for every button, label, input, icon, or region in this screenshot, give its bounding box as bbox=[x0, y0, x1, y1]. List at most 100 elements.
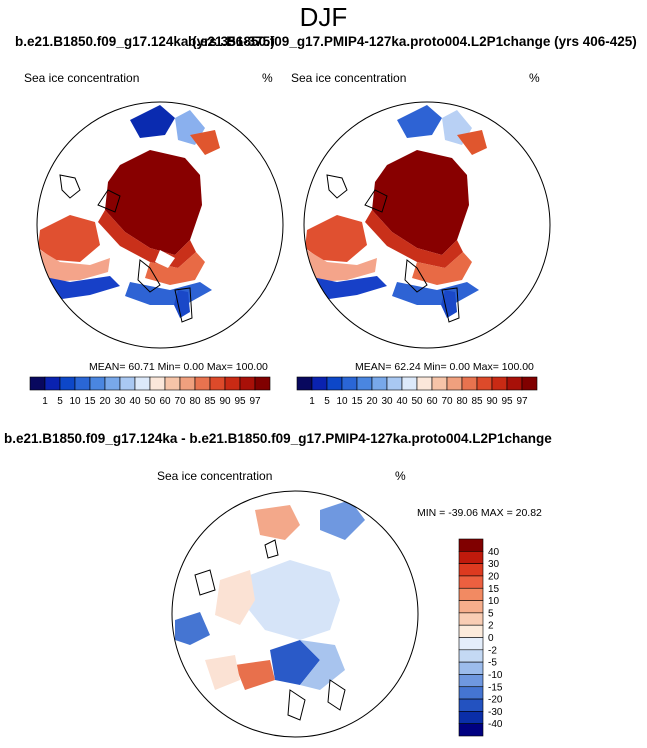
panel1-colorbar-box bbox=[254, 376, 271, 391]
panel2-variable-label: Sea ice concentration bbox=[291, 71, 407, 85]
panel2-colorbar-tick-label: 20 bbox=[366, 396, 378, 407]
panel2-colorbar: 1 5 10 15 20 30 40 50 60 70 80 85 90 95 97 bbox=[296, 376, 538, 407]
panel3-colorbar-tick-label: -30 bbox=[488, 707, 503, 718]
panel3-colorbar-box bbox=[458, 661, 484, 675]
panel3-colorbar-box bbox=[458, 686, 484, 700]
panel1-colorbar-tick-label: 30 bbox=[114, 396, 126, 407]
panel1-colorbar-box bbox=[134, 376, 151, 391]
panel3-colorbar-box bbox=[458, 723, 484, 737]
panel2-central-ice bbox=[372, 150, 469, 255]
panel1-colorbar-box bbox=[74, 376, 91, 391]
panel1-ice-rim bbox=[98, 210, 196, 268]
panel2-colorbar-box bbox=[476, 376, 493, 391]
panel2-coastline-3 bbox=[441, 287, 460, 323]
panel3-colorbar-box bbox=[458, 538, 484, 552]
panel2-barents-blue bbox=[392, 282, 479, 305]
panel3-colorbar-tick-label: -10 bbox=[488, 670, 503, 681]
panel3-colorbar-box bbox=[458, 698, 484, 712]
panel1-okhotsk-ice bbox=[174, 290, 190, 318]
panel2-map bbox=[304, 105, 487, 323]
panel3-coastline-3 bbox=[287, 689, 306, 721]
panel3-colorbar-tick-label: -15 bbox=[488, 682, 503, 693]
panel3-colorbar-tick-label: -5 bbox=[488, 658, 497, 669]
panel1-barents-blue bbox=[125, 282, 212, 305]
panel3-colorbar-tick-label: 30 bbox=[488, 559, 500, 570]
panel2-chukchi-ice bbox=[457, 130, 487, 155]
panel1-colorbar-tick-label: 85 bbox=[204, 396, 216, 407]
panel3-colorbar-tick-label: -2 bbox=[488, 645, 497, 656]
panel3-colorbar-tick-label: -20 bbox=[488, 695, 503, 706]
panel3-barents-light bbox=[300, 640, 345, 690]
panel3-coastline-4 bbox=[327, 679, 346, 711]
panel1-colorbar-tick-label: 15 bbox=[84, 396, 96, 407]
panel3-stats: MIN = -39.06 MAX = 20.82 bbox=[417, 507, 542, 519]
panel2-baffin-edge bbox=[305, 250, 377, 282]
panel2-colorbar-tick-label: 5 bbox=[324, 396, 330, 407]
panel1-colorbar-box bbox=[149, 376, 166, 391]
panel2-colorbar-tick-label: 97 bbox=[516, 396, 528, 407]
panel3-colorbar-box bbox=[458, 674, 484, 688]
panel1-colorbar: 1 5 10 15 20 30 40 50 60 70 80 85 90 95 97 bbox=[29, 376, 271, 407]
panel1-colorbar-tick-label: 40 bbox=[129, 396, 141, 407]
panel1-stats: MEAN= 60.71 Min= 0.00 Max= 100.00 bbox=[89, 361, 268, 373]
panel1-colorbar-tick-label: 50 bbox=[144, 396, 156, 407]
panel3-colorbar-box bbox=[458, 551, 484, 564]
panel1-map bbox=[37, 105, 220, 323]
panel1-colorbar-tick-label: 70 bbox=[174, 396, 186, 407]
panel1-colorbar-box bbox=[89, 376, 106, 391]
panel3-greenland-pos bbox=[205, 655, 240, 690]
panel1-colorbar-tick-label: 80 bbox=[189, 396, 201, 407]
panel3-central-neg bbox=[245, 560, 340, 640]
panel3-baffin-neg bbox=[175, 612, 210, 645]
panel3-lab-pos bbox=[235, 660, 275, 690]
panel3-map-boundary bbox=[171, 490, 419, 738]
panel2-colorbar-box bbox=[461, 376, 478, 391]
panel2-colorbar-box bbox=[341, 376, 358, 391]
panel1-colorbar-tick-label: 60 bbox=[159, 396, 171, 407]
panel2-colorbar-tick-label: 1 bbox=[309, 396, 315, 407]
panel1-colorbar-tick-label: 1 bbox=[42, 396, 48, 407]
panel2-ice-rim bbox=[365, 210, 463, 268]
panel2-okhotsk-ice bbox=[441, 290, 457, 318]
panel1-colorbar-box bbox=[179, 376, 196, 391]
panel2-colorbar-box bbox=[431, 376, 448, 391]
panel2-colorbar-tick-label: 85 bbox=[471, 396, 483, 407]
panel3-colorbar-box bbox=[458, 637, 484, 651]
panel2-colorbar-tick-label: 70 bbox=[441, 396, 453, 407]
panel1-chukchi-ice bbox=[190, 130, 220, 155]
panel1-colorbar-tick-label: 5 bbox=[57, 396, 63, 407]
panel3-colorbar-tick-label: 10 bbox=[488, 596, 500, 607]
panel3-colorbar-tick-label: 2 bbox=[488, 621, 494, 632]
panel3-colorbar-tick-label: -40 bbox=[488, 719, 503, 730]
panel2-colorbar-tick-label: 80 bbox=[456, 396, 468, 407]
panel3-top-pos bbox=[255, 505, 300, 540]
panel2-bering-blue bbox=[397, 105, 442, 138]
panel2-colorbar-tick-label: 15 bbox=[351, 396, 363, 407]
panel2-colorbar-box bbox=[326, 376, 343, 391]
panel2-colorbar-box bbox=[491, 376, 508, 391]
panel1-bering-blue bbox=[130, 105, 175, 138]
panel2-barents-ice bbox=[412, 252, 472, 285]
panel1-colorbar-box bbox=[224, 376, 241, 391]
panel1-colorbar-box bbox=[164, 376, 181, 391]
panel2-colorbar-tick-label: 50 bbox=[411, 396, 423, 407]
panel3-colorbar-box bbox=[458, 587, 484, 601]
panel2-coastline-1 bbox=[326, 174, 348, 199]
panel2-unit-label: % bbox=[529, 71, 540, 85]
panel1-greenland-coast bbox=[155, 250, 175, 268]
panel2-map-boundary bbox=[303, 101, 551, 349]
panel1-colorbar-box bbox=[194, 376, 211, 391]
panel3-variable-label: Sea ice concentration bbox=[157, 469, 273, 483]
panel3-colorbar-box bbox=[458, 612, 484, 626]
panel3-colorbar-box bbox=[458, 575, 484, 589]
panel3-map bbox=[175, 500, 365, 721]
panel2-colorbar-tick-label: 60 bbox=[426, 396, 438, 407]
panel3-colorbar-tick-label: 40 bbox=[488, 547, 500, 558]
panel1-variable-label: Sea ice concentration bbox=[24, 71, 140, 85]
panel1-unit-label: % bbox=[262, 71, 273, 85]
panel3-barents-neg bbox=[270, 640, 320, 685]
panel1-baffin-ice bbox=[38, 215, 100, 262]
panel1-coastline-4 bbox=[97, 189, 121, 213]
panel3-colorbar-tick-label: 15 bbox=[488, 584, 500, 595]
